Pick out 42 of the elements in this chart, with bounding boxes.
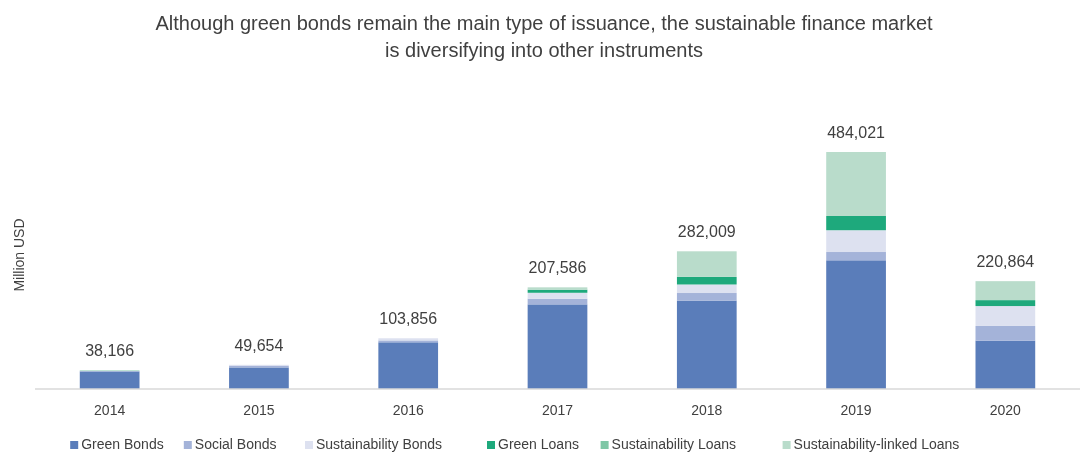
bar <box>79 371 140 389</box>
annotation: 103,856 <box>379 310 438 328</box>
annotation: 484,021 <box>827 124 886 141</box>
x-tick-label: 2020 <box>989 402 1022 418</box>
bar <box>826 215 886 231</box>
x-tick-label: 2018 <box>691 402 723 418</box>
bar <box>975 281 1036 301</box>
annotation: 282,009 <box>677 223 736 241</box>
bar <box>826 152 886 216</box>
legend-label: Sustainability Bonds <box>316 436 443 452</box>
x-tick-label: 2014 <box>94 402 126 418</box>
bar <box>975 306 1036 326</box>
annotation: 220,864 <box>976 253 1035 271</box>
bar <box>975 340 1036 389</box>
bar <box>676 284 737 294</box>
chart-title: Although green bonds remain the main type of issuance, the sustainable finance market is diversifying into other instruments <box>155 12 934 61</box>
x-tick-label: 2016 <box>392 402 424 418</box>
x-tick-label: 2019 <box>840 402 872 418</box>
y-axis-title: Million USD <box>11 218 27 292</box>
bar <box>975 325 1036 341</box>
x-tick-label: 2017 <box>541 402 574 418</box>
legend-label: Sustainability Loans <box>611 436 737 452</box>
annotation: 49,654 <box>234 336 284 354</box>
bar <box>676 300 737 389</box>
bar <box>676 276 737 285</box>
bar <box>975 300 1036 307</box>
bar <box>676 293 737 301</box>
bar <box>826 260 886 389</box>
bar <box>676 251 737 277</box>
legend-label: Green Bonds <box>81 436 164 452</box>
bar <box>527 292 588 299</box>
bar <box>826 230 886 253</box>
x-tick-label: 2015 <box>243 402 275 418</box>
annotation: 207,586 <box>528 259 587 277</box>
bar <box>378 342 439 389</box>
bar <box>527 304 588 389</box>
legend-label: Sustainability-linked Loans <box>793 436 960 452</box>
annotation: 38,166 <box>85 342 135 360</box>
legend-label: Green Loans <box>498 436 579 452</box>
bar <box>229 367 289 389</box>
legend-label: Social Bonds <box>194 436 277 452</box>
bar <box>826 252 886 261</box>
